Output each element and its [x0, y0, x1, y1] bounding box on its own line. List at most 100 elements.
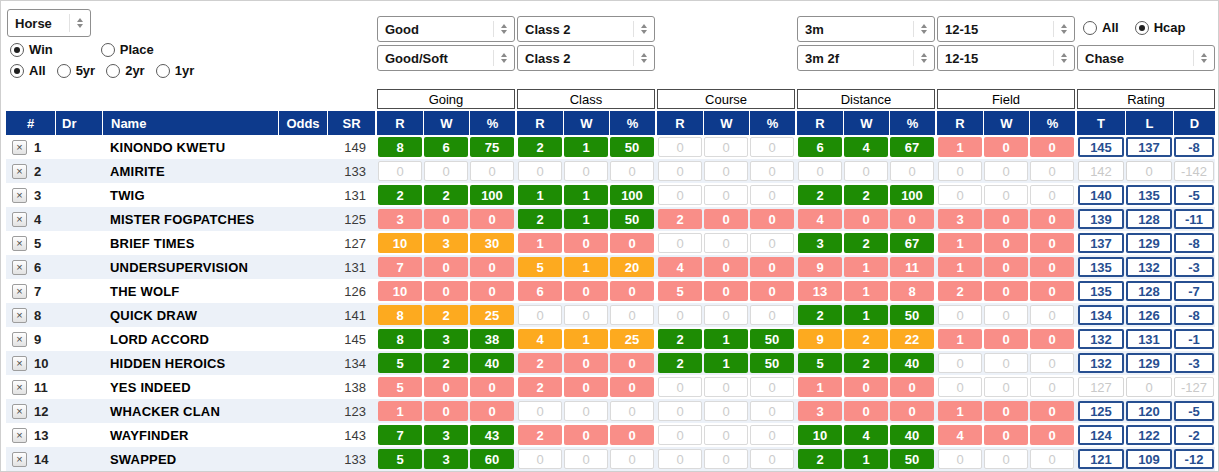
- stat-cell: 0: [658, 449, 702, 469]
- field-select-row1[interactable]: 12-15: [937, 16, 1075, 42]
- remove-row-button[interactable]: ×: [12, 380, 27, 395]
- rating-cell: 142: [1078, 161, 1124, 181]
- row-number-cell: ×12: [6, 399, 55, 423]
- entity-select-value: Horse: [15, 16, 52, 31]
- stat-group-class: 000: [517, 303, 655, 327]
- stat-cell: 0: [750, 401, 794, 421]
- remove-row-button[interactable]: ×: [12, 188, 27, 203]
- stat-cell: 1: [938, 257, 982, 277]
- distance-select-row2[interactable]: 3m 2f: [797, 45, 935, 71]
- class-select-row1[interactable]: Class 2: [517, 16, 655, 42]
- rating-cell: -3: [1174, 257, 1214, 277]
- spinner-icon: [1193, 50, 1207, 67]
- entity-select[interactable]: Horse: [7, 9, 91, 37]
- horse-name: MISTER FOGPATCHES: [102, 207, 278, 231]
- going-select-row2[interactable]: Good/Soft: [377, 45, 515, 71]
- stat-cell: 0: [610, 449, 654, 469]
- radio-age-5yr[interactable]: 5yr: [57, 63, 96, 78]
- stat-group-distance: 10440: [797, 423, 935, 447]
- stat-cell: 0: [658, 137, 702, 157]
- radio-age-1yr[interactable]: 1yr: [156, 63, 195, 78]
- radio-age-all[interactable]: All: [10, 63, 46, 78]
- remove-row-button[interactable]: ×: [12, 308, 27, 323]
- horse-name: TWIG: [102, 183, 278, 207]
- stat-group-field: 000: [937, 351, 1075, 375]
- remove-row-button[interactable]: ×: [12, 404, 27, 419]
- stat-cell: 100: [470, 185, 514, 205]
- field-select-row2[interactable]: 12-15: [937, 45, 1075, 71]
- stat-group-distance: 2150: [797, 303, 935, 327]
- stat-cell: 50: [610, 137, 654, 157]
- stat-group-distance: 5240: [797, 351, 935, 375]
- stat-cell: 0: [564, 305, 608, 325]
- rating-cell: -8: [1174, 137, 1214, 157]
- going-select-row2-value: Good/Soft: [385, 51, 448, 66]
- remove-row-button[interactable]: ×: [12, 452, 27, 467]
- stat-cell: 0: [984, 281, 1028, 301]
- radio-place[interactable]: Place: [101, 42, 154, 57]
- stat-cell: 1: [844, 305, 888, 325]
- row-number: 14: [34, 452, 48, 467]
- col-header-%: %: [1029, 111, 1075, 135]
- remove-row-button[interactable]: ×: [12, 260, 27, 275]
- radio-win[interactable]: Win: [10, 42, 53, 57]
- stat-cell: 0: [564, 449, 608, 469]
- distance-select-row1[interactable]: 3m: [797, 16, 935, 42]
- col-header-d: D: [1173, 111, 1215, 135]
- stat-cell: 13: [798, 281, 842, 301]
- radio-hcap-all[interactable]: All: [1083, 20, 1119, 35]
- header-group-rating: TLD: [1077, 111, 1215, 135]
- row-number-cell: ×11: [6, 375, 55, 399]
- radio-age-2yr[interactable]: 2yr: [106, 63, 145, 78]
- rating-cell: 129: [1126, 233, 1172, 253]
- remove-row-button[interactable]: ×: [12, 284, 27, 299]
- stat-cell: 0: [1030, 233, 1074, 253]
- remove-row-button[interactable]: ×: [12, 236, 27, 251]
- class-select-row2[interactable]: Class 2: [517, 45, 655, 71]
- stat-cell: 0: [658, 425, 702, 445]
- table-row: ×8QUICK DRAW14182250000002150000134126-8: [6, 303, 1215, 327]
- rating-cell: -3: [1174, 353, 1214, 373]
- stat-cell: 0: [844, 377, 888, 397]
- row-odds: [278, 423, 327, 447]
- radio-age-5yr-label: 5yr: [76, 63, 96, 78]
- spinner-icon: [493, 50, 507, 67]
- row-number-cell: ×4: [6, 207, 55, 231]
- stat-cell: 4: [518, 329, 562, 349]
- stat-group-class: 2150: [517, 135, 655, 159]
- stat-cell: 5: [658, 281, 702, 301]
- stat-cell: 1: [564, 185, 608, 205]
- stat-group-course: 500: [657, 279, 795, 303]
- radio-hcap[interactable]: Hcap: [1135, 20, 1186, 35]
- remove-row-button[interactable]: ×: [12, 356, 27, 371]
- race-type-select[interactable]: Chase: [1077, 45, 1215, 71]
- stat-group-class: 100: [517, 231, 655, 255]
- row-number-cell: ×1: [6, 135, 55, 159]
- stat-cell: 0: [704, 233, 748, 253]
- table-row: ×9LORD ACCORD145833841252150922210013213…: [6, 327, 1215, 351]
- stat-cell: 67: [890, 137, 934, 157]
- remove-row-button[interactable]: ×: [12, 140, 27, 155]
- rating-cell: 132: [1078, 329, 1124, 349]
- stat-cell: 0: [1030, 161, 1074, 181]
- group-header-rating: Rating: [1077, 89, 1215, 109]
- race-type-select-value: Chase: [1085, 51, 1124, 66]
- remove-row-button[interactable]: ×: [12, 428, 27, 443]
- class-select-row1-value: Class 2: [525, 22, 571, 37]
- stat-group-course: 000: [657, 423, 795, 447]
- stat-cell: 6: [518, 281, 562, 301]
- going-select-row1[interactable]: Good: [377, 16, 515, 42]
- stat-cell: 0: [470, 377, 514, 397]
- remove-row-button[interactable]: ×: [12, 212, 27, 227]
- rating-cell: 122: [1126, 425, 1172, 445]
- row-number: 9: [34, 332, 41, 347]
- spinner-icon: [633, 50, 647, 67]
- row-number-cell: ×7: [6, 279, 55, 303]
- row-number: 8: [34, 308, 41, 323]
- stat-group-rating: 124122-2: [1077, 423, 1215, 447]
- stat-cell: 0: [564, 401, 608, 421]
- remove-row-button[interactable]: ×: [12, 332, 27, 347]
- stat-cell: 1: [704, 353, 748, 373]
- stat-group-class: 600: [517, 279, 655, 303]
- remove-row-button[interactable]: ×: [12, 164, 27, 179]
